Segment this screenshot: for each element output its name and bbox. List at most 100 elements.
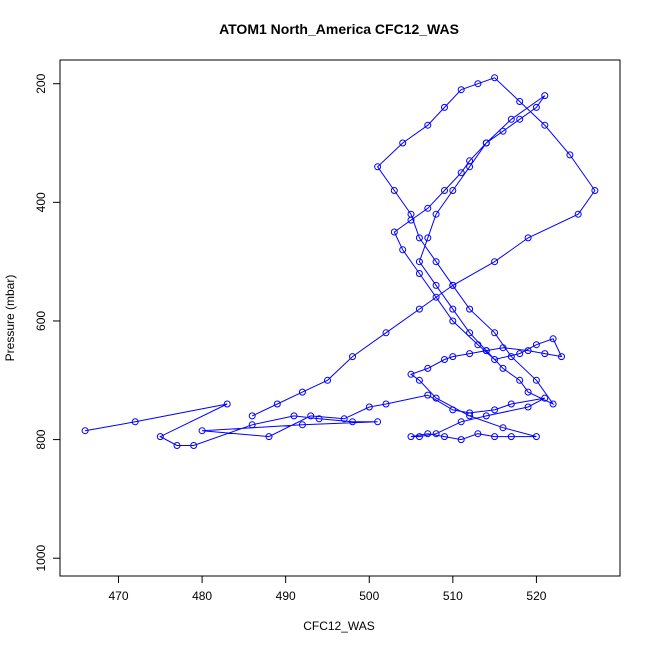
data-point	[457, 169, 465, 177]
data-point	[424, 391, 432, 399]
data-point	[499, 364, 507, 372]
data-point	[415, 376, 423, 384]
data-point	[390, 187, 398, 194]
data-point	[524, 403, 532, 411]
data-point	[466, 305, 474, 313]
x-tick-label: 520	[526, 589, 546, 603]
data-point	[466, 329, 474, 337]
data-point	[541, 394, 549, 402]
chart-title: ATOM1 North_America CFC12_WAS	[219, 21, 459, 37]
data-point	[432, 258, 440, 266]
data-point	[407, 370, 415, 378]
y-axis-label: Pressure (mbar)	[3, 275, 17, 362]
data-point	[407, 210, 415, 218]
data-point	[466, 350, 474, 358]
data-point	[415, 433, 423, 441]
data-point	[491, 356, 499, 363]
data-point	[491, 433, 499, 441]
data-point	[441, 356, 448, 363]
data-point	[248, 421, 256, 429]
data-point	[424, 364, 432, 372]
data-point	[466, 163, 474, 171]
data-point	[524, 347, 532, 355]
data-point	[457, 418, 465, 426]
data-point	[541, 92, 549, 100]
y-tick-label: 200	[34, 73, 48, 93]
data-point	[516, 350, 524, 358]
y-tick-label: 1000	[34, 545, 48, 572]
data-point	[340, 415, 348, 423]
data-point	[457, 436, 465, 444]
data-point	[482, 139, 490, 147]
data-point	[399, 139, 407, 147]
data-point	[223, 400, 231, 408]
data-point	[173, 442, 181, 449]
data-point	[549, 400, 557, 408]
data-point	[441, 103, 448, 111]
data-point	[156, 433, 164, 441]
data-point	[491, 258, 499, 266]
y-axis: 200 400 600 800 1000	[34, 73, 61, 572]
data-point	[273, 400, 281, 408]
data-point	[507, 400, 515, 408]
data-point	[449, 281, 457, 289]
data-point	[466, 409, 474, 417]
data-point	[532, 103, 540, 111]
data-point	[449, 187, 457, 194]
data-point	[198, 427, 206, 435]
x-axis-label: CFC12_WAS	[303, 619, 375, 633]
y-tick-label: 400	[34, 192, 48, 212]
data-point	[315, 415, 323, 423]
data-point	[549, 335, 557, 343]
data-point	[415, 270, 423, 277]
data-point	[365, 403, 373, 411]
data-point	[424, 121, 432, 129]
data-point	[524, 388, 532, 396]
data-point	[457, 86, 465, 94]
data-point	[424, 234, 432, 242]
data-point	[265, 433, 273, 441]
data-point	[382, 329, 390, 337]
data-point	[532, 376, 540, 384]
data-point	[441, 187, 448, 194]
y-tick-label: 600	[34, 311, 48, 331]
data-point	[298, 388, 306, 396]
data-point	[507, 115, 515, 123]
data-point	[349, 418, 356, 426]
data-point	[499, 344, 507, 352]
data-point	[507, 433, 515, 441]
data-point	[441, 433, 448, 441]
data-point	[541, 121, 549, 129]
data-point	[482, 347, 490, 355]
data-point	[482, 412, 490, 420]
data-point	[474, 80, 482, 88]
data-point	[491, 406, 499, 414]
data-point	[424, 430, 432, 438]
data-point	[432, 293, 440, 301]
data-point	[190, 442, 198, 449]
data-point	[574, 210, 582, 218]
data-point	[541, 350, 549, 358]
data-point	[507, 353, 515, 361]
data-point	[424, 204, 432, 212]
plot-frame	[59, 59, 621, 577]
data-point	[81, 427, 89, 435]
x-tick-label: 490	[276, 589, 296, 603]
x-axis: 470 480 490 500 510 520	[108, 575, 547, 603]
data-point	[591, 187, 599, 194]
data-point	[432, 210, 440, 218]
data-point	[499, 424, 507, 432]
data-point	[449, 305, 457, 313]
data-point	[566, 151, 574, 159]
data-point	[558, 353, 565, 361]
data-series	[81, 74, 599, 449]
data-point	[466, 412, 474, 420]
data-point	[432, 394, 440, 402]
data-point	[374, 163, 382, 171]
data-point	[407, 433, 415, 441]
x-tick-label: 470	[108, 589, 128, 603]
data-point	[415, 234, 423, 242]
data-point	[390, 228, 398, 236]
x-tick-label: 480	[192, 589, 212, 603]
